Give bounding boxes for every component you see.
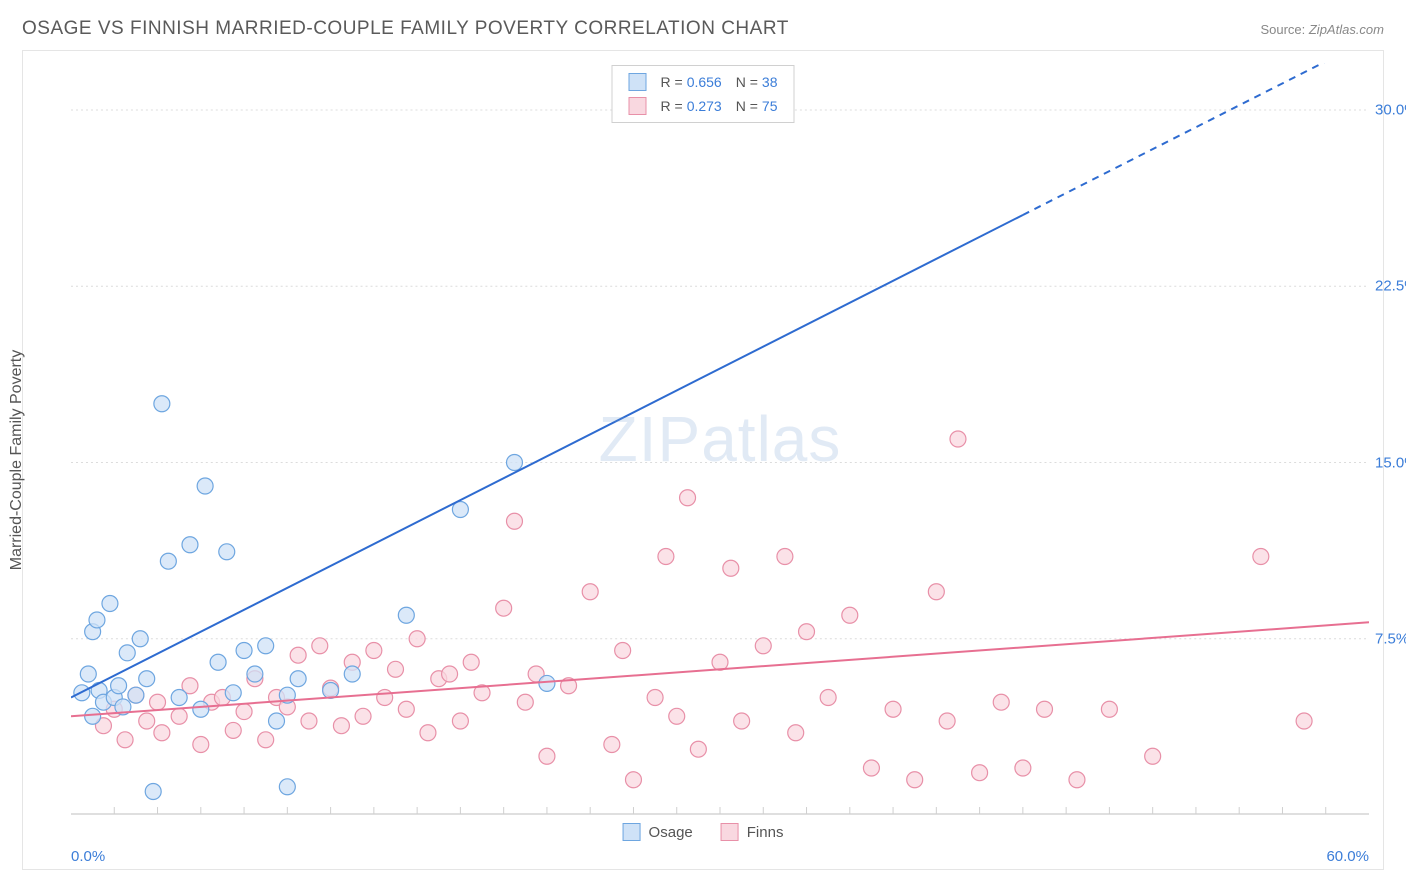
- plot-area: ZIPatlas 7.5%15.0%22.5%30.0%: [71, 63, 1369, 815]
- x-axis-min: 0.0%: [71, 848, 105, 865]
- legend-label-osage: Osage: [649, 824, 693, 841]
- y-axis-label: Married-Couple Family Poverty: [8, 350, 26, 571]
- finns-r: 0.273: [687, 98, 722, 114]
- osage-r: 0.656: [687, 74, 722, 90]
- series-legend: Osage Finns: [623, 823, 784, 841]
- legend-row-finns: R =0.273 N =75: [613, 94, 794, 118]
- source-label: Source:: [1260, 22, 1308, 37]
- r-label: R =0.656: [661, 74, 722, 90]
- y-tick-label: 15.0%: [1371, 454, 1406, 471]
- x-axis-max: 60.0%: [1326, 848, 1369, 865]
- chart-source: Source: ZipAtlas.com: [1260, 22, 1384, 37]
- finns-n: 75: [762, 98, 778, 114]
- n-label: N =75: [736, 98, 778, 114]
- legend-label-finns: Finns: [747, 824, 784, 841]
- correlation-legend: R =0.656 N =38 R =0.273 N =75: [612, 65, 795, 123]
- legend-item-finns: Finns: [721, 823, 784, 841]
- source-value: ZipAtlas.com: [1309, 22, 1384, 37]
- y-tick-label: 22.5%: [1371, 278, 1406, 295]
- n-label: N =38: [736, 74, 778, 90]
- swatch-finns: [629, 97, 647, 115]
- swatch-osage: [629, 73, 647, 91]
- swatch-osage: [623, 823, 641, 841]
- osage-n: 38: [762, 74, 778, 90]
- scatter-svg: [71, 63, 1369, 815]
- swatch-finns: [721, 823, 739, 841]
- chart-header: OSAGE VS FINNISH MARRIED-COUPLE FAMILY P…: [22, 18, 1384, 40]
- y-tick-label: 7.5%: [1371, 630, 1406, 647]
- chart-title: OSAGE VS FINNISH MARRIED-COUPLE FAMILY P…: [22, 18, 789, 40]
- r-label: R =0.273: [661, 98, 722, 114]
- legend-row-osage: R =0.656 N =38: [613, 70, 794, 94]
- legend-item-osage: Osage: [623, 823, 693, 841]
- y-tick-label: 30.0%: [1371, 102, 1406, 119]
- chart-container: Married-Couple Family Poverty R =0.656 N…: [22, 50, 1384, 870]
